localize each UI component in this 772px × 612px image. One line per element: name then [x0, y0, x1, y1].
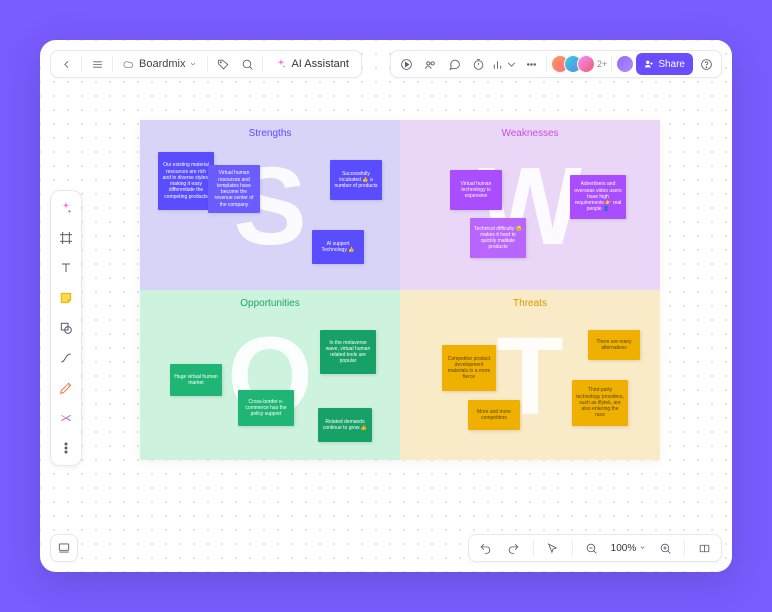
quadrant-title: Threats: [400, 298, 660, 309]
quadrant-title: Weaknesses: [400, 128, 660, 139]
help-button[interactable]: [695, 53, 717, 75]
more-button[interactable]: [520, 53, 542, 75]
sticky-note[interactable]: Competitor product development materials…: [442, 345, 496, 391]
swot-board[interactable]: Strengths S Our existing material resour…: [140, 120, 660, 460]
tag-button[interactable]: [212, 53, 234, 75]
sticky-note[interactable]: Virtual human technology is expensive: [450, 170, 502, 210]
current-user-avatar[interactable]: [616, 55, 634, 73]
sticky-note[interactable]: AI support Technology 👍: [312, 230, 364, 264]
share-label: Share: [658, 59, 685, 70]
sticky-note[interactable]: Advertisers and overseas video users hav…: [570, 175, 626, 219]
search-button[interactable]: [236, 53, 258, 75]
chart-button[interactable]: [491, 53, 518, 75]
quadrant-threats[interactable]: Threats T Competitor product development…: [400, 290, 660, 460]
ai-tool[interactable]: [55, 197, 77, 219]
sticky-note[interactable]: Technical difficulty 😓 makes it hard to …: [470, 218, 526, 258]
sticky-note-tool[interactable]: [55, 287, 77, 309]
connector-tool[interactable]: [55, 347, 77, 369]
share-button[interactable]: Share: [636, 53, 693, 75]
ai-assistant-button[interactable]: AI Assistant: [267, 53, 356, 75]
text-tool[interactable]: [55, 257, 77, 279]
frame-tool[interactable]: [55, 227, 77, 249]
more-tools[interactable]: [55, 437, 77, 459]
sticky-note[interactable]: Huge virtual human market: [170, 364, 222, 396]
app-name-label: Boardmix: [139, 58, 185, 70]
topbar-left: Boardmix AI Assistant: [50, 50, 362, 78]
undo-button[interactable]: [475, 537, 497, 559]
comment-button[interactable]: [443, 53, 465, 75]
app-title[interactable]: Boardmix: [117, 58, 203, 70]
back-button[interactable]: [55, 53, 77, 75]
shape-tool[interactable]: [55, 317, 77, 339]
avatar-count: 2+: [597, 59, 607, 69]
bottom-toolbar: 100%: [468, 534, 722, 562]
zoom-in-button[interactable]: [654, 537, 676, 559]
redo-button[interactable]: [503, 537, 525, 559]
collaborate-button[interactable]: [419, 53, 441, 75]
quadrant-opportunities[interactable]: Opportunities O Huge virtual human marke…: [140, 290, 400, 460]
menu-button[interactable]: [86, 53, 108, 75]
quadrant-strengths[interactable]: Strengths S Our existing material resour…: [140, 120, 400, 290]
present-button[interactable]: [395, 53, 417, 75]
sticky-note[interactable]: Virtual human resources and templates ha…: [208, 165, 260, 213]
sticky-note[interactable]: In the metaverse wave, virtual human rel…: [320, 330, 376, 374]
quadrant-weaknesses[interactable]: Weaknesses W Virtual human technology is…: [400, 120, 660, 290]
topbar-right: 2+ Share: [390, 50, 722, 78]
sticky-note[interactable]: More and more competitors: [468, 400, 520, 430]
sticky-note[interactable]: There are many alternatives: [588, 330, 640, 360]
zoom-out-button[interactable]: [581, 537, 603, 559]
pen-tool[interactable]: [55, 377, 77, 399]
sticky-note[interactable]: Third-party technology providers, such a…: [572, 380, 628, 426]
layers-button[interactable]: [50, 534, 78, 562]
sticky-note[interactable]: Our existing material resources are rich…: [158, 152, 214, 210]
quadrant-title: Opportunities: [140, 298, 400, 309]
app-window: Boardmix AI Assistant: [40, 40, 732, 572]
ai-label: AI Assistant: [291, 58, 348, 70]
quadrant-title: Strengths: [140, 128, 400, 139]
sticky-note[interactable]: Cross-border e-commerce has the policy s…: [238, 390, 294, 426]
side-toolbar: [50, 190, 82, 466]
timer-button[interactable]: [467, 53, 489, 75]
collaborator-avatars[interactable]: 2+: [551, 55, 607, 73]
sticky-note[interactable]: Related demands continue to grow 👍: [318, 408, 372, 442]
minimap-button[interactable]: [693, 537, 715, 559]
sticky-note[interactable]: Successfully incubated 👍 a number of pro…: [330, 160, 382, 200]
avatar[interactable]: [577, 55, 595, 73]
zoom-level[interactable]: 100%: [609, 543, 648, 554]
pointer-tool[interactable]: [542, 537, 564, 559]
mindmap-tool[interactable]: [55, 407, 77, 429]
